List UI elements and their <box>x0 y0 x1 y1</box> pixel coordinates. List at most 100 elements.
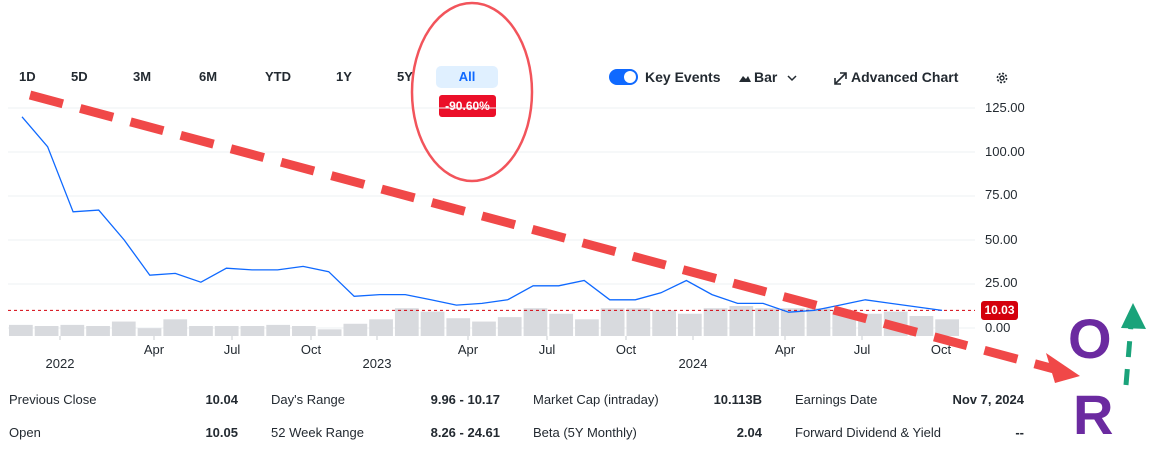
stat-label-52-week-range: 52 Week Range <box>271 425 364 440</box>
annotation-letter-r: R <box>1073 383 1114 446</box>
volume-bar <box>9 324 33 336</box>
stat-label-market-cap: Market Cap (intraday) <box>533 392 659 407</box>
range-button-all[interactable]: All <box>436 66 498 88</box>
annotation-letter-o: O <box>1068 307 1112 370</box>
advanced-chart-label: Advanced Chart <box>851 69 959 85</box>
y-tick-125: 125.00 <box>985 100 1025 115</box>
volume-bar <box>420 311 445 336</box>
volume-bar <box>137 328 162 336</box>
mountain-icon <box>739 76 751 83</box>
chevron-down-icon <box>787 75 797 82</box>
x-tick-2022: 2022 <box>45 356 75 371</box>
stat-label-beta: Beta (5Y Monthly) <box>533 425 637 440</box>
volume-bar <box>832 310 857 336</box>
volume-bar <box>935 319 959 336</box>
volume-bar <box>317 329 342 336</box>
volume-bar <box>292 326 316 336</box>
volume-bar <box>240 326 265 336</box>
stat-value-52-week-range: 8.26 - 24.61 <box>430 425 500 440</box>
y-tick-50: 50.00 <box>985 232 1018 247</box>
key-events-label[interactable]: Key Events <box>645 69 721 85</box>
toggle-knob <box>624 71 636 83</box>
price-series-line <box>21 116 943 313</box>
x-tick-2024: 2024 <box>678 356 708 371</box>
y-tick-75: 75.00 <box>985 187 1018 202</box>
stat-value-market-cap: 10.113B <box>713 392 762 407</box>
range-button-ytd[interactable]: YTD <box>265 69 291 84</box>
volume-bar <box>858 313 882 336</box>
volume-bar <box>677 313 702 336</box>
stat-value-earnings-date: Nov 7, 2024 <box>952 392 1024 407</box>
volume-bar <box>600 308 625 336</box>
uptrend-arrow-line <box>1123 324 1134 386</box>
x-tick-jul-2022: Jul <box>223 342 241 357</box>
volume-bar <box>446 318 471 336</box>
volume-bar <box>755 308 779 336</box>
volume-bar <box>703 308 728 336</box>
volume-bar <box>909 316 934 336</box>
volume-bar <box>626 308 651 336</box>
volume-bar <box>189 326 213 336</box>
volume-bar <box>34 326 59 336</box>
key-events-toggle[interactable] <box>609 69 638 85</box>
volume-bar <box>369 319 393 336</box>
x-tick-apr-2023: Apr <box>457 342 479 357</box>
volume-bar <box>497 317 522 336</box>
range-button-6m[interactable]: 6M <box>199 69 218 84</box>
stat-label-previous-close: Previous Close <box>9 392 97 407</box>
range-button-3m[interactable]: 3M <box>133 69 152 84</box>
volume-bar <box>343 323 368 336</box>
stat-value-beta: 2.04 <box>736 425 762 440</box>
x-tick-oct-2024: Oct <box>930 342 952 357</box>
range-button-1y[interactable]: 1Y <box>336 69 352 84</box>
volume-bar <box>883 311 908 336</box>
stat-label-forward-dividend: Forward Dividend & Yield <box>795 425 941 440</box>
volume-bar <box>729 306 754 336</box>
volume-bar <box>266 324 291 336</box>
range-button-5y[interactable]: 5Y <box>397 69 413 84</box>
y-tick-25: 25.00 <box>985 275 1018 290</box>
y-tick-0: 0.00 <box>985 320 1011 335</box>
volume-bar <box>394 308 419 336</box>
downtrend-arrow-line <box>28 90 1060 375</box>
stat-value-days-range: 9.96 - 10.17 <box>430 392 500 407</box>
volume-bar <box>523 308 548 336</box>
volume-bar <box>472 321 496 336</box>
highlight-circle <box>410 1 534 183</box>
volume-bar <box>652 310 676 336</box>
x-tick-oct-2022: Oct <box>300 342 322 357</box>
range-button-5d[interactable]: 5D <box>71 69 88 84</box>
current-price-tag: 10.03 <box>981 301 1018 320</box>
volume-bar <box>549 313 574 336</box>
x-tick-2023: 2023 <box>362 356 392 371</box>
gear-icon[interactable] <box>995 71 1009 85</box>
x-tick-jul-2023: Jul <box>538 342 556 357</box>
volume-bar <box>86 326 110 336</box>
x-tick-apr-2022: Apr <box>143 342 165 357</box>
uptrend-arrow-head <box>1121 303 1146 329</box>
range-button-1d[interactable]: 1D <box>19 69 36 84</box>
stat-label-earnings-date: Earnings Date <box>795 392 878 407</box>
stat-label-open: Open <box>9 425 41 440</box>
change-badge: -90.60% <box>439 95 496 117</box>
volume-bar <box>806 308 831 336</box>
stat-value-previous-close: 10.04 <box>205 392 238 407</box>
stat-value-forward-dividend: -- <box>1015 425 1024 440</box>
volume-bar <box>575 319 599 336</box>
stat-value-open: 10.05 <box>205 425 238 440</box>
advanced-chart-button[interactable]: Advanced Chart <box>834 66 958 88</box>
x-tick-jul-2024: Jul <box>853 342 871 357</box>
stat-label-days-range: Day's Range <box>271 392 346 407</box>
volume-bar <box>780 308 805 336</box>
volume-bar <box>60 324 85 336</box>
volume-bar <box>214 326 239 336</box>
x-tick-oct-2023: Oct <box>615 342 637 357</box>
expand-icon <box>834 71 847 85</box>
x-tick-apr-2024: Apr <box>774 342 796 357</box>
chart-type-label: Bar <box>754 69 778 85</box>
y-tick-100: 100.00 <box>985 144 1025 159</box>
volume-bar <box>111 321 136 336</box>
chart-type-dropdown[interactable]: Bar <box>739 66 797 88</box>
